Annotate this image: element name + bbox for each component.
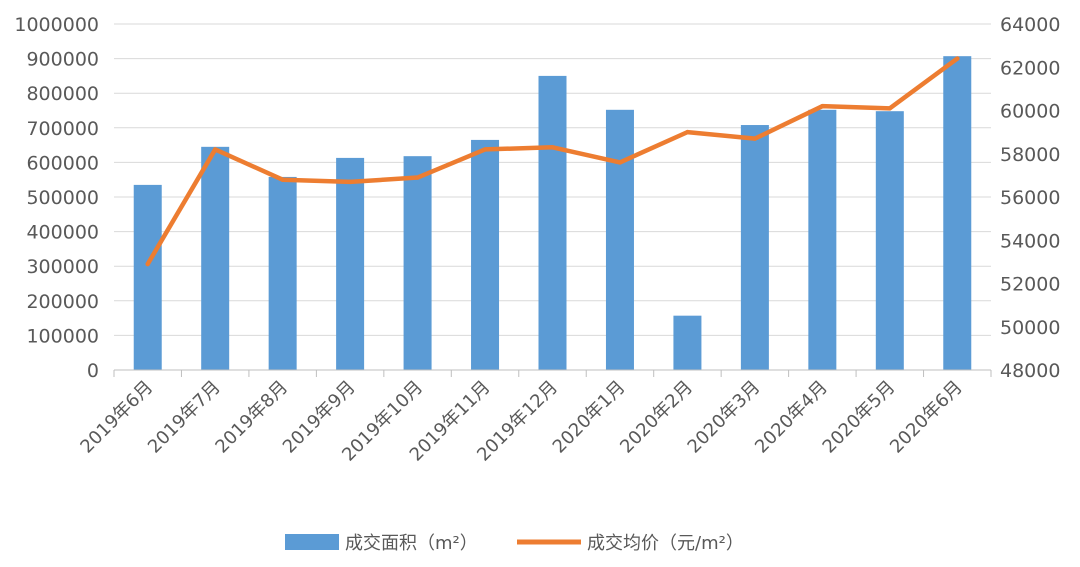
bar: [471, 139, 500, 370]
bar: [268, 176, 297, 370]
line-point: [955, 56, 960, 61]
bar: [403, 156, 432, 370]
line-point: [212, 147, 218, 152]
bar: [808, 109, 837, 371]
y-right-tick-label: 48000: [1000, 360, 1060, 382]
x-axis: 2019年6月2019年7月2019年8月2019年9月2019年10月2019…: [76, 369, 992, 466]
bar: [740, 125, 769, 370]
y-right-tick-label: 56000: [1000, 187, 1060, 209]
y-axis-right: 48000 50000 52000 54000 56000 58000 60000 62000…: [1000, 14, 1060, 382]
x-category-label: 2020年1月: [549, 377, 630, 458]
x-category-label: 2019年6月: [76, 377, 157, 458]
y-left-tick-label: 400000: [26, 222, 99, 244]
y-left-tick-label: 900000: [26, 49, 99, 71]
y-axis-left: 0 100000 200000 300000 400000 500000 600000 700…: [14, 14, 99, 382]
legend-label-bar: 成交面积（m²）: [345, 533, 478, 554]
y-right-tick-label: 54000: [1000, 230, 1060, 252]
legend: 成交面积（m²） 成交均价（元/m²）: [285, 533, 744, 554]
y-left-tick-label: 1000000: [14, 14, 99, 36]
line-point: [550, 145, 555, 150]
line-point: [415, 175, 420, 180]
y-left-tick-label: 0: [87, 360, 99, 382]
y-right-tick-label: 60000: [1000, 101, 1060, 123]
x-category-label: 2019年8月: [211, 377, 292, 458]
bar: [605, 109, 634, 371]
y-right-tick-label: 50000: [1000, 317, 1060, 339]
line-point: [820, 103, 825, 109]
line-series: [145, 56, 960, 267]
bar: [133, 184, 162, 370]
bar: [538, 75, 567, 371]
y-left-tick-label: 500000: [26, 187, 99, 209]
line-point: [145, 261, 150, 267]
y-left-tick-label: 200000: [26, 291, 99, 313]
x-category-label: 2019年7月: [144, 377, 225, 458]
x-category-label: 2020年4月: [751, 377, 832, 458]
line-point: [685, 129, 690, 135]
x-category-label: 2020年2月: [616, 377, 697, 458]
line-point: [482, 147, 488, 152]
x-category-label: 2020年6月: [886, 377, 967, 458]
y-left-tick-label: 300000: [26, 256, 99, 278]
bar: [336, 157, 365, 370]
legend-label-line: 成交均价（元/m²）: [587, 533, 744, 554]
y-right-tick-label: 52000: [1000, 274, 1060, 296]
bar: [673, 315, 702, 370]
bar: [875, 111, 904, 370]
x-category-label: 2020年5月: [819, 377, 900, 458]
x-category-label: 2020年3月: [684, 377, 765, 458]
bar-series: [133, 56, 972, 371]
line-point: [617, 160, 623, 165]
line-point: [887, 106, 893, 111]
line-point: [280, 177, 285, 182]
y-left-tick-label: 600000: [26, 152, 99, 174]
bar: [943, 56, 972, 370]
legend-swatch-bar: [285, 534, 339, 550]
y-left-tick-label: 100000: [26, 325, 99, 347]
line-point: [347, 179, 353, 185]
line-point: [752, 136, 758, 141]
y-right-tick-label: 64000: [1000, 14, 1060, 36]
y-right-tick-label: 62000: [1000, 57, 1060, 79]
y-left-tick-label: 800000: [26, 83, 99, 105]
y-right-tick-label: 58000: [1000, 144, 1060, 166]
bar: [201, 146, 230, 370]
y-left-tick-label: 700000: [26, 118, 99, 140]
